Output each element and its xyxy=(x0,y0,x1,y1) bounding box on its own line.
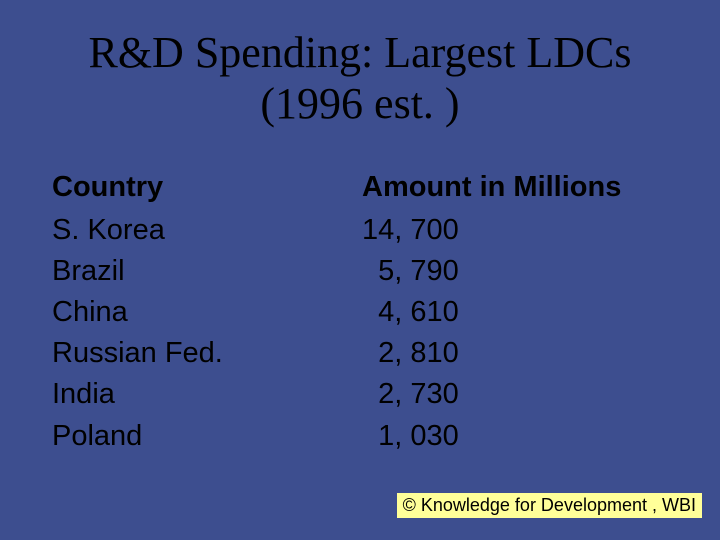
slide: R&D Spending: Largest LDCs (1996 est. ) … xyxy=(0,0,720,540)
column-amount: Amount in Millions 14, 700 5, 790 4, 610… xyxy=(362,167,680,457)
table-cell: 2, 810 xyxy=(362,333,680,374)
column-country: Country S. Korea Brazil China Russian Fe… xyxy=(52,167,362,457)
table-cell: Russian Fed. xyxy=(52,333,362,374)
table-cell: China xyxy=(52,292,362,333)
slide-title: R&D Spending: Largest LDCs (1996 est. ) xyxy=(40,28,680,129)
table-cell: India xyxy=(52,374,362,415)
table-cell: 4, 610 xyxy=(362,292,680,333)
table-cell: Brazil xyxy=(52,251,362,292)
table-cell: 1, 030 xyxy=(362,416,680,457)
table-cell: S. Korea xyxy=(52,210,362,251)
data-table: Country S. Korea Brazil China Russian Fe… xyxy=(40,167,680,457)
column-header-country: Country xyxy=(52,167,362,208)
table-cell: Poland xyxy=(52,416,362,457)
footer-credit: © Knowledge for Development , WBI xyxy=(397,493,702,518)
table-cell: 14, 700 xyxy=(362,210,680,251)
table-cell: 2, 730 xyxy=(362,374,680,415)
column-header-amount: Amount in Millions xyxy=(362,167,680,208)
table-cell: 5, 790 xyxy=(362,251,680,292)
